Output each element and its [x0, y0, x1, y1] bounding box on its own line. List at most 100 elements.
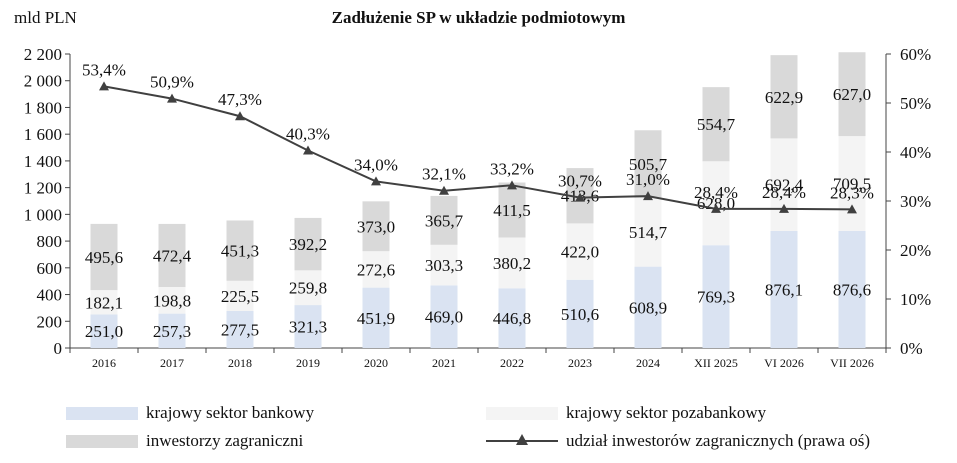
bar-data-label: 198,8 [153, 291, 191, 310]
legend-swatch-foreign-share [486, 434, 558, 448]
legend-swatch-banking [66, 406, 138, 420]
legend-swatch-foreign [66, 434, 138, 448]
foreign-share-label: 28,4% [762, 183, 806, 202]
bar-segment [702, 87, 730, 162]
bar-data-label: 182,1 [85, 293, 123, 312]
y-tick-label: 2 000 [24, 72, 62, 91]
bar-segment [838, 52, 866, 137]
bar-segment [294, 217, 322, 271]
bar-data-label: 272,6 [357, 260, 395, 279]
foreign-share-point [711, 203, 721, 213]
bar-segment [294, 270, 322, 306]
bar-data-label: 251,0 [85, 322, 123, 341]
x-tick-label: 2021 [432, 356, 456, 370]
bar-segment [158, 287, 186, 314]
chart-legend: krajowy sektor bankowy krajowy sektor po… [0, 400, 957, 460]
foreign-share-label: 31,0% [626, 170, 670, 189]
foreign-share-point [99, 81, 109, 91]
bar-data-label: 380,2 [493, 254, 531, 273]
foreign-share-point [235, 111, 245, 121]
legend-item-nonbanking: krajowy sektor pozabankowy [486, 403, 766, 423]
bar-data-label: 392,2 [289, 235, 327, 254]
bar-data-label: 451,9 [357, 309, 395, 328]
bar-data-label: 411,5 [493, 201, 531, 220]
x-tick-label: 2020 [364, 356, 388, 370]
foreign-share-label: 33,2% [490, 159, 534, 178]
bar-data-label: 608,9 [629, 298, 667, 317]
bar-data-label: 259,8 [289, 279, 327, 298]
bar-segment [362, 251, 390, 288]
foreign-share-point [847, 204, 857, 214]
bar-segment [770, 55, 798, 139]
foreign-share-point [643, 191, 653, 201]
foreign-share-label: 34,0% [354, 155, 398, 174]
bar-segment [362, 287, 390, 348]
bar-segment [566, 223, 594, 280]
bar-data-label: 422,0 [561, 243, 599, 262]
bar-segment [226, 220, 254, 281]
chart-title: Zadłużenie SP w układzie podmiotowym [331, 8, 626, 27]
bar-segment [430, 195, 458, 245]
x-tick-label: VI 2026 [764, 356, 804, 370]
bar-segment [634, 266, 662, 348]
foreign-share-label: 28,4% [694, 183, 738, 202]
bar-data-label: 365,7 [425, 211, 464, 230]
bar-data-label: 303,3 [425, 256, 463, 275]
foreign-share-label: 32,1% [422, 165, 466, 184]
bar-segment [158, 223, 186, 288]
bar-data-label: 554,7 [697, 115, 736, 134]
y2-tick-label: 10% [900, 290, 931, 309]
bar-data-label: 277,5 [221, 320, 259, 339]
foreign-share-point [167, 93, 177, 103]
foreign-share-point [507, 180, 517, 190]
foreign-share-label: 30,7% [558, 172, 602, 191]
foreign-share-line [103, 85, 853, 211]
y-tick-label: 2 200 [24, 45, 62, 64]
bar-segment [430, 285, 458, 348]
bar-segment [90, 223, 118, 291]
y-tick-label: 400 [37, 286, 63, 305]
y-tick-label: 1 200 [24, 179, 62, 198]
y-tick-label: 600 [37, 259, 63, 278]
y2-tick-label: 0% [900, 339, 923, 358]
bar-segment [838, 230, 866, 348]
bar-segment [158, 313, 186, 348]
bar-segment [838, 136, 866, 231]
bar-segment [294, 305, 322, 348]
bar-data-label: 510,6 [561, 305, 599, 324]
foreign-share-point [779, 203, 789, 213]
x-tick-label: 2016 [92, 356, 116, 370]
y-tick-label: 200 [37, 312, 63, 331]
x-tick-label: 2022 [500, 356, 524, 370]
foreign-share-point [575, 192, 585, 202]
x-tick-label: 2017 [160, 356, 184, 370]
bar-segment [226, 280, 254, 311]
y-tick-label: 1 400 [24, 152, 62, 171]
foreign-share-label: 40,3% [286, 125, 330, 144]
foreign-share-label: 28,3% [830, 183, 874, 202]
y-tick-label: 1 800 [24, 98, 62, 117]
bar-segment [566, 279, 594, 348]
y-tick-label: 800 [37, 232, 63, 251]
y-tick-label: 0 [54, 339, 63, 358]
x-tick-label: XII 2025 [694, 356, 738, 370]
y-tick-label: 1 600 [24, 125, 62, 144]
bar-data-label: 321,3 [289, 318, 327, 337]
bar-data-label: 627,0 [833, 85, 871, 104]
bar-segment [770, 230, 798, 348]
bar-data-label: 257,3 [153, 322, 191, 341]
legend-label-banking: krajowy sektor bankowy [146, 403, 315, 422]
bar-segment [702, 245, 730, 348]
chart-plot: 0 200 400 600 800 1 000 1 200 1 400 1 600 1 800 2 … [24, 45, 931, 370]
foreign-share-point [439, 185, 449, 195]
bar-data-label: 692,4 [765, 176, 804, 195]
y2-tick-label: 30% [900, 192, 931, 211]
y2-tick-label: 40% [900, 143, 931, 162]
bar-segment [430, 244, 458, 286]
bar-data-label: 876,6 [833, 280, 871, 299]
foreign-share-point [303, 145, 313, 155]
x-tick-label: 2019 [296, 356, 320, 370]
y2-tick-label: 60% [900, 45, 931, 64]
y-tick-label: 1 000 [24, 205, 62, 224]
foreign-share-point [371, 176, 381, 186]
